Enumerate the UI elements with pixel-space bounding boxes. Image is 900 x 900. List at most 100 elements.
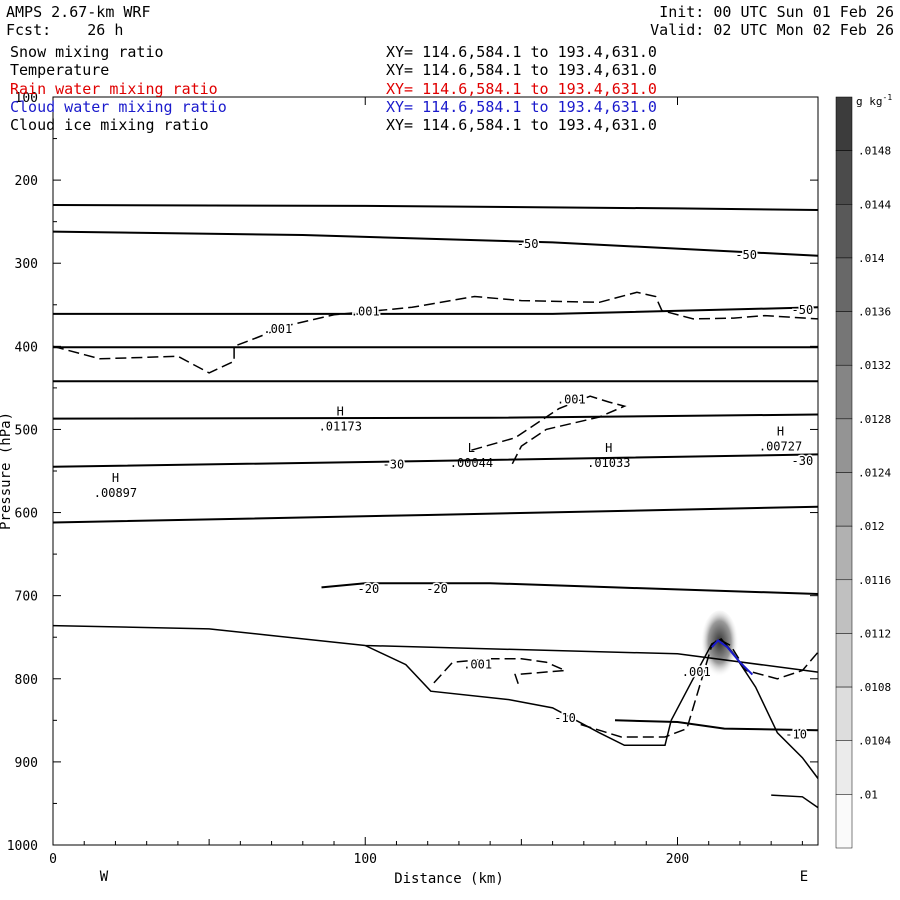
contour-label: -50 xyxy=(735,248,757,262)
colorbar-label: .012 xyxy=(858,520,885,533)
colorbar-label: .014 xyxy=(858,252,885,265)
colorbar-label: .0128 xyxy=(858,413,891,426)
temperature-contour xyxy=(321,582,819,595)
colorbar-label: .0148 xyxy=(858,145,891,158)
fcst-value: 26 h xyxy=(87,21,124,39)
peak-shading xyxy=(700,610,739,681)
colorbar-label: .0136 xyxy=(858,306,891,319)
colorbar-swatch xyxy=(835,257,853,312)
colorbar-swatch xyxy=(835,364,853,420)
temperature-contour xyxy=(52,505,819,524)
temperature-contour xyxy=(614,719,819,732)
contour-label: .001 xyxy=(463,658,492,672)
field-xy-cloud-ice: XY= 114.6,584.1 to 193.4,631.0 xyxy=(386,116,657,134)
contour-label: -30 xyxy=(383,457,405,471)
colorbar-unit: g kg-1 xyxy=(856,93,892,108)
field-name-snow: Snow mixing ratio xyxy=(10,43,164,61)
field-name-temperature: Temperature xyxy=(10,61,110,79)
colorbar-label: .0108 xyxy=(858,681,891,694)
init-time: Init: 00 UTC Sun 01 Feb 26 xyxy=(659,3,894,21)
temperature-contour xyxy=(52,413,819,420)
colorbar-label: .0112 xyxy=(858,627,891,640)
x-axis-label: Distance (km) xyxy=(394,871,504,887)
terrain-contour xyxy=(771,794,819,809)
contour-label: .001 xyxy=(263,322,292,336)
colorbar-swatch xyxy=(835,794,853,849)
colorbar-swatch xyxy=(835,96,853,151)
east-label: E xyxy=(800,869,808,885)
colorbar-swatch xyxy=(835,311,853,366)
colorbar-label: .0124 xyxy=(858,467,891,480)
colorbar-unit-text: g kg xyxy=(856,95,883,108)
colorbar-label: .0116 xyxy=(858,574,891,587)
mixing-ratio-contour xyxy=(471,395,627,465)
extremum-value: .00044 xyxy=(450,456,493,470)
forecast-hour: Fcst: 26 h xyxy=(6,21,123,39)
field-xy-snow: XY= 114.6,584.1 to 193.4,631.0 xyxy=(386,43,657,61)
fcst-label: Fcst: xyxy=(6,21,52,39)
terrain-contour xyxy=(364,644,672,747)
contour-label: -30 xyxy=(792,454,814,468)
y-tick-label: 400 xyxy=(15,340,38,355)
colorbar-swatch xyxy=(835,740,853,795)
extremum-type: H xyxy=(112,471,119,485)
field-name-rain: Rain water mixing ratio xyxy=(10,80,218,98)
contour-lines xyxy=(52,204,819,809)
mixing-ratio-contour xyxy=(433,658,566,685)
colorbar-swatch xyxy=(835,525,853,581)
y-tick-label: 800 xyxy=(15,673,38,688)
contour-label: -50 xyxy=(792,303,814,317)
field-name-cloud-ice: Cloud ice mixing ratio xyxy=(10,116,209,134)
mixing-ratio-contour xyxy=(580,637,819,738)
field-xy-temperature: XY= 114.6,584.1 to 193.4,631.0 xyxy=(386,61,657,79)
colorbar-swatch xyxy=(835,150,853,205)
temperature-contour xyxy=(53,306,819,315)
y-tick-label: 300 xyxy=(15,257,38,272)
extremum-value: .00897 xyxy=(94,486,137,500)
model-title: AMPS 2.67-km WRF xyxy=(6,3,151,21)
x-tick-label: 200 xyxy=(666,852,689,867)
colorbar-swatch xyxy=(835,686,853,741)
contour-label: -50 xyxy=(517,237,539,251)
colorbar-swatch xyxy=(835,204,853,259)
field-xy-rain: XY= 114.6,584.1 to 193.4,631.0 xyxy=(386,80,657,98)
contour-label: -20 xyxy=(358,582,380,596)
contour-label: -10 xyxy=(554,711,576,725)
y-tick-label: 600 xyxy=(15,507,38,522)
colorbar-label: .01 xyxy=(858,788,878,801)
extremum-value: .00727 xyxy=(759,440,802,454)
cloud-water-contour xyxy=(711,639,754,676)
mixing-ratio-contour xyxy=(52,291,819,374)
extremum-type: H xyxy=(777,425,784,439)
extremum-type: H xyxy=(605,441,612,455)
y-tick-label: 900 xyxy=(15,756,38,771)
x-tick-label: 100 xyxy=(354,852,377,867)
colorbar-label: .0144 xyxy=(858,198,891,211)
contour-label: -10 xyxy=(785,727,807,741)
west-label: W xyxy=(100,869,109,885)
extremum-value: .01173 xyxy=(319,420,362,434)
y-tick-label: 200 xyxy=(15,174,38,189)
y-tick-label: 100 xyxy=(15,91,38,106)
temperature-contour xyxy=(52,230,819,257)
extremum-type: L xyxy=(468,441,475,455)
y-tick-label: 1000 xyxy=(7,839,38,854)
colorbar-swatch xyxy=(835,579,853,634)
y-tick-label: 500 xyxy=(15,423,38,438)
contour-label: -20 xyxy=(426,582,448,596)
contour-label: .001 xyxy=(351,304,380,318)
colorbar-swatch xyxy=(835,418,853,473)
valid-time: Valid: 02 UTC Mon 02 Feb 26 xyxy=(650,21,894,39)
field-name-cloud-water: Cloud water mixing ratio xyxy=(10,98,227,116)
contour-label: .001 xyxy=(557,393,586,407)
extremum-value: .01033 xyxy=(587,456,630,470)
y-tick-label: 700 xyxy=(15,590,38,605)
extremum-type: H xyxy=(337,405,344,419)
temperature-contour xyxy=(52,453,819,468)
contour-labels: -50 -50 -50 .001 .001 .001 -30 -30 -20 -20 .001 .00… xyxy=(94,236,815,743)
mixing-ratio-shading xyxy=(700,610,739,681)
field-xy-cloud-water: XY= 114.6,584.1 to 193.4,631.0 xyxy=(386,98,657,116)
colorbar-unit-exponent: -1 xyxy=(883,93,893,102)
